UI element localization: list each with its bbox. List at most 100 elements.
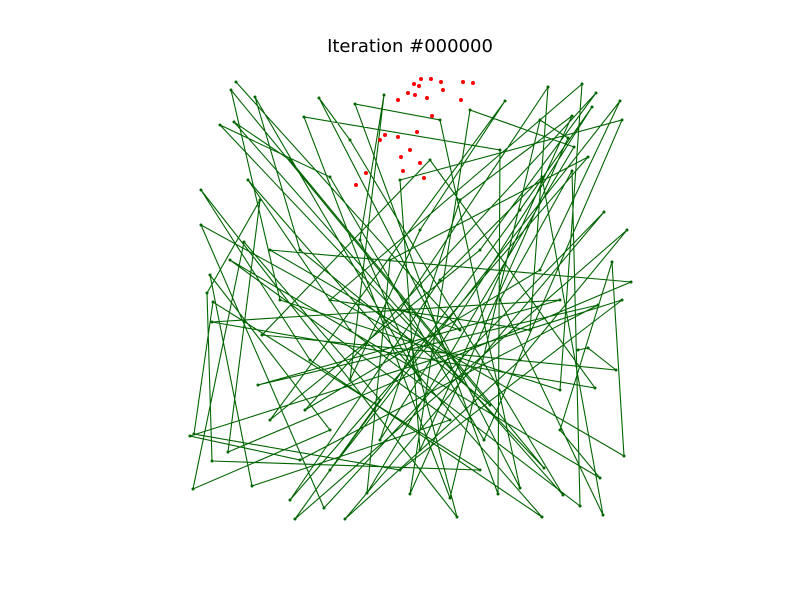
city-point: [503, 99, 507, 103]
city-point: [538, 268, 542, 272]
city-point: [191, 487, 195, 491]
city-point: [199, 223, 203, 227]
city-point: [408, 492, 412, 496]
city-point: [448, 418, 452, 422]
city-point: [210, 459, 214, 463]
city-point: [540, 515, 544, 519]
city-point: [232, 120, 236, 124]
city-point: [468, 108, 472, 112]
neuron-point: [461, 80, 465, 84]
city-point: [448, 496, 452, 500]
city-point: [358, 238, 362, 242]
city-point: [398, 468, 402, 472]
neuron-point: [441, 88, 445, 92]
city-point: [408, 338, 412, 342]
neuron-point: [422, 176, 426, 180]
city-point: [620, 118, 624, 122]
city-point: [578, 504, 582, 508]
city-point: [298, 248, 302, 252]
city-point: [482, 438, 486, 442]
neuron-point: [471, 81, 475, 85]
city-point: [328, 298, 332, 302]
city-point: [278, 298, 282, 302]
city-point: [570, 169, 574, 173]
city-point: [542, 466, 546, 470]
city-point: [388, 258, 392, 262]
city-point: [211, 300, 215, 304]
city-point: [242, 240, 246, 244]
tour-path: [187, 81, 632, 520]
city-point: [629, 280, 633, 284]
neuron-point: [418, 161, 422, 165]
city-point: [458, 198, 462, 202]
city-point: [246, 178, 250, 182]
city-point: [208, 273, 212, 277]
city-point: [558, 428, 562, 432]
city-point: [438, 278, 442, 282]
city-point: [378, 398, 382, 402]
city-point: [498, 298, 502, 302]
city-point: [546, 85, 550, 89]
neuron-point: [408, 148, 412, 152]
city-point: [228, 258, 232, 262]
city-point: [302, 115, 306, 119]
city-point: [601, 513, 605, 517]
neuron-point: [364, 171, 368, 175]
neuron-point: [396, 135, 400, 139]
city-point: [298, 458, 302, 462]
city-point: [558, 388, 562, 392]
neuron-point: [430, 114, 434, 118]
city-point: [610, 260, 614, 264]
neuron-point: [396, 98, 400, 102]
city-point: [593, 386, 597, 390]
city-point: [234, 80, 238, 84]
city-point: [260, 333, 264, 337]
city-point: [348, 378, 352, 382]
city-point: [620, 298, 624, 302]
city-point: [455, 515, 459, 519]
neuron-point: [429, 77, 433, 81]
city-point: [398, 178, 402, 182]
city-point: [308, 358, 312, 362]
city-point: [602, 210, 606, 214]
city-point: [572, 145, 576, 149]
city-point: [438, 118, 442, 122]
city-point: [322, 506, 326, 510]
city-point: [418, 448, 422, 452]
city-point: [258, 198, 262, 202]
city-point: [348, 328, 352, 332]
neuron-point: [415, 130, 419, 134]
city-point: [561, 493, 565, 497]
city-point: [488, 403, 492, 407]
city-point: [192, 432, 196, 436]
city-point: [268, 248, 272, 252]
city-point: [498, 148, 502, 152]
city-point: [229, 88, 233, 92]
neuron-point: [439, 80, 443, 84]
neuron-point: [417, 84, 421, 88]
city-point: [518, 486, 522, 490]
city-point: [576, 348, 580, 352]
city-point: [288, 158, 292, 162]
city-point: [596, 303, 600, 307]
city-point: [496, 492, 500, 496]
city-point: [580, 82, 584, 86]
city-point: [622, 454, 626, 458]
city-point: [586, 346, 590, 350]
city-point: [625, 228, 629, 232]
city-point: [458, 328, 462, 332]
city-point: [293, 517, 297, 521]
city-point: [205, 291, 209, 295]
city-point: [256, 383, 260, 387]
city-point: [428, 158, 432, 162]
city-point: [268, 418, 272, 422]
city-point: [566, 136, 570, 140]
city-point: [250, 484, 254, 488]
city-point: [210, 320, 214, 324]
city-point: [328, 428, 332, 432]
chart-title: Iteration #000000: [327, 36, 493, 57]
city-point: [540, 175, 544, 179]
neuron-point: [406, 91, 410, 95]
city-point: [418, 378, 422, 382]
